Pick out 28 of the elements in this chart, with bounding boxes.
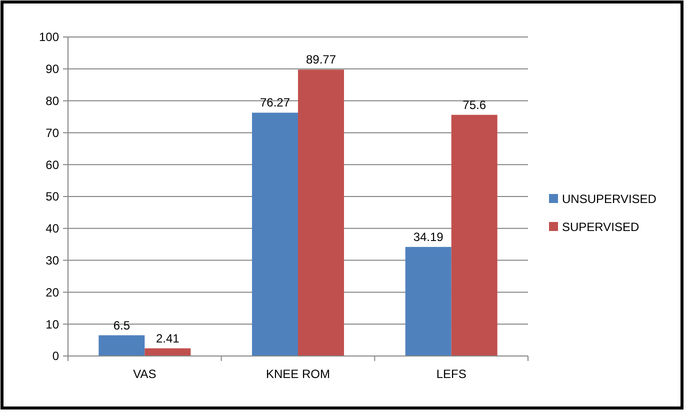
data-label: 76.27 — [260, 96, 290, 110]
x-tick-label: LEFS — [436, 367, 466, 381]
y-tick-label: 40 — [46, 222, 60, 236]
data-label: 2.41 — [156, 331, 180, 346]
data-label: 34.19 — [413, 230, 444, 244]
legend-label: UNSUPERVISED — [562, 192, 657, 206]
data-label: 75.6 — [462, 98, 486, 112]
y-tick-label: 60 — [46, 158, 60, 172]
data-label: 6.5 — [113, 318, 130, 332]
bar — [405, 246, 452, 356]
y-tick-label: 10 — [46, 317, 60, 332]
bar — [144, 348, 191, 356]
y-tick-label: 20 — [46, 285, 60, 300]
data-label: 89.77 — [306, 52, 336, 67]
y-tick-label: 90 — [46, 62, 60, 76]
x-tick-label: VAS — [133, 367, 156, 381]
bar — [451, 114, 498, 356]
y-tick-label: 30 — [46, 254, 60, 268]
y-tick-label: 80 — [46, 94, 60, 108]
bar — [98, 335, 145, 356]
y-tick-label: 0 — [52, 349, 60, 364]
y-tick-label: 100 — [38, 30, 60, 44]
y-tick-label: 70 — [46, 126, 60, 140]
legend-label: SUPERVISED — [562, 220, 640, 234]
bar — [252, 112, 298, 356]
x-tick-label: KNEE ROM — [266, 367, 330, 381]
bar — [298, 70, 344, 356]
y-tick-label: 50 — [46, 190, 60, 204]
